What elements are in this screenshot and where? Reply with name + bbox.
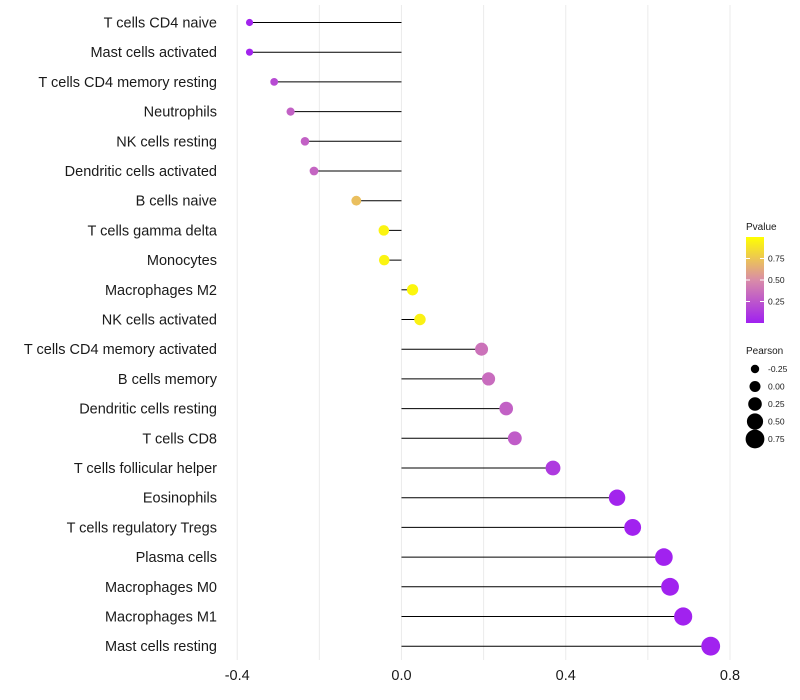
x-tick-label: -0.4 bbox=[225, 668, 250, 684]
category-label: Mast cells resting bbox=[105, 639, 217, 655]
category-label: B cells naive bbox=[136, 194, 217, 210]
category-label: Eosinophils bbox=[143, 491, 217, 507]
category-label: Mast cells activated bbox=[90, 45, 217, 61]
size-legend-key bbox=[745, 429, 765, 449]
size-legend-label: -0.25 bbox=[768, 364, 788, 374]
lollipop-point bbox=[674, 607, 693, 626]
lollipop-point bbox=[475, 342, 489, 356]
category-label: T cells gamma delta bbox=[88, 223, 218, 239]
category-label: T cells CD4 memory resting bbox=[38, 75, 217, 91]
size-legend-label: 0.25 bbox=[768, 399, 785, 409]
stems bbox=[249, 22, 711, 647]
category-label: Plasma cells bbox=[136, 550, 217, 566]
points bbox=[245, 18, 721, 656]
lollipop-point bbox=[406, 284, 419, 296]
lollipop-point bbox=[661, 577, 679, 596]
category-label: NK cells resting bbox=[116, 134, 217, 150]
category-label: T cells CD4 memory activated bbox=[24, 342, 217, 358]
category-label: Macrophages M2 bbox=[105, 283, 217, 299]
lollipop-point bbox=[545, 460, 561, 476]
size-legend-key bbox=[748, 397, 762, 411]
category-label: Dendritic cells resting bbox=[79, 402, 217, 418]
category-label: T cells CD8 bbox=[142, 431, 217, 447]
category-label: T cells CD4 naive bbox=[104, 16, 217, 32]
lollipop-point bbox=[378, 225, 390, 236]
lollipop-point bbox=[655, 548, 673, 566]
pvalue-colorbar bbox=[746, 237, 764, 323]
category-labels: T cells CD4 naive Mast cells activated T c… bbox=[24, 16, 218, 656]
lollipop-point bbox=[286, 107, 295, 116]
x-axis-tick-labels: -0.4 0.0 0.4 0.8 bbox=[225, 668, 740, 684]
lollipop-point bbox=[270, 78, 279, 86]
category-label: Dendritic cells activated bbox=[65, 164, 217, 180]
size-legend-label: 0.50 bbox=[768, 417, 785, 427]
x-tick-label: 0.0 bbox=[391, 668, 411, 684]
pvalue-legend-title: Pvalue bbox=[746, 222, 777, 233]
x-tick-label: 0.4 bbox=[556, 668, 576, 684]
category-label: T cells regulatory Tregs bbox=[67, 520, 217, 536]
category-label: Macrophages M0 bbox=[105, 580, 217, 596]
colorbar-tick-label: 0.25 bbox=[768, 297, 785, 307]
pvalue-legend: Pvalue 0.25 0.50 0.75 bbox=[746, 222, 785, 323]
size-legend-key bbox=[749, 381, 761, 392]
size-legend-key bbox=[746, 413, 764, 430]
lollipop-point bbox=[608, 489, 626, 506]
lollipop-point bbox=[351, 195, 362, 206]
pearson-legend-title: Pearson bbox=[746, 346, 783, 357]
colorbar-tick-label: 0.50 bbox=[768, 275, 785, 285]
colorbar-tick-label: 0.75 bbox=[768, 254, 785, 264]
category-label: T cells follicular helper bbox=[74, 461, 217, 477]
lollipop-point bbox=[507, 431, 522, 446]
category-label: Neutrophils bbox=[144, 105, 217, 121]
lollipop-point bbox=[481, 372, 496, 386]
lollipop-point bbox=[309, 166, 319, 176]
category-label: NK cells activated bbox=[102, 313, 217, 329]
grid-lines bbox=[236, 5, 731, 660]
lollipop-point bbox=[245, 48, 254, 56]
category-label: Macrophages M1 bbox=[105, 610, 217, 626]
lollipop-point bbox=[245, 18, 254, 27]
lollipop-point bbox=[378, 254, 390, 266]
size-legend-label: 0.00 bbox=[768, 382, 785, 392]
category-label: B cells memory bbox=[118, 372, 218, 388]
category-label: Monocytes bbox=[147, 253, 217, 269]
pearson-legend: Pearson -0.25 0.00 0.25 0.50 0.75 bbox=[745, 346, 788, 449]
lollipop-point bbox=[414, 313, 426, 326]
lollipop-point bbox=[499, 401, 514, 416]
lollipop-point bbox=[701, 636, 721, 656]
size-legend-label: 0.75 bbox=[768, 434, 785, 444]
x-tick-label: 0.8 bbox=[720, 668, 740, 684]
lollipop-point bbox=[624, 518, 642, 536]
size-legend-key bbox=[750, 364, 760, 374]
lollipop-point bbox=[300, 137, 310, 146]
